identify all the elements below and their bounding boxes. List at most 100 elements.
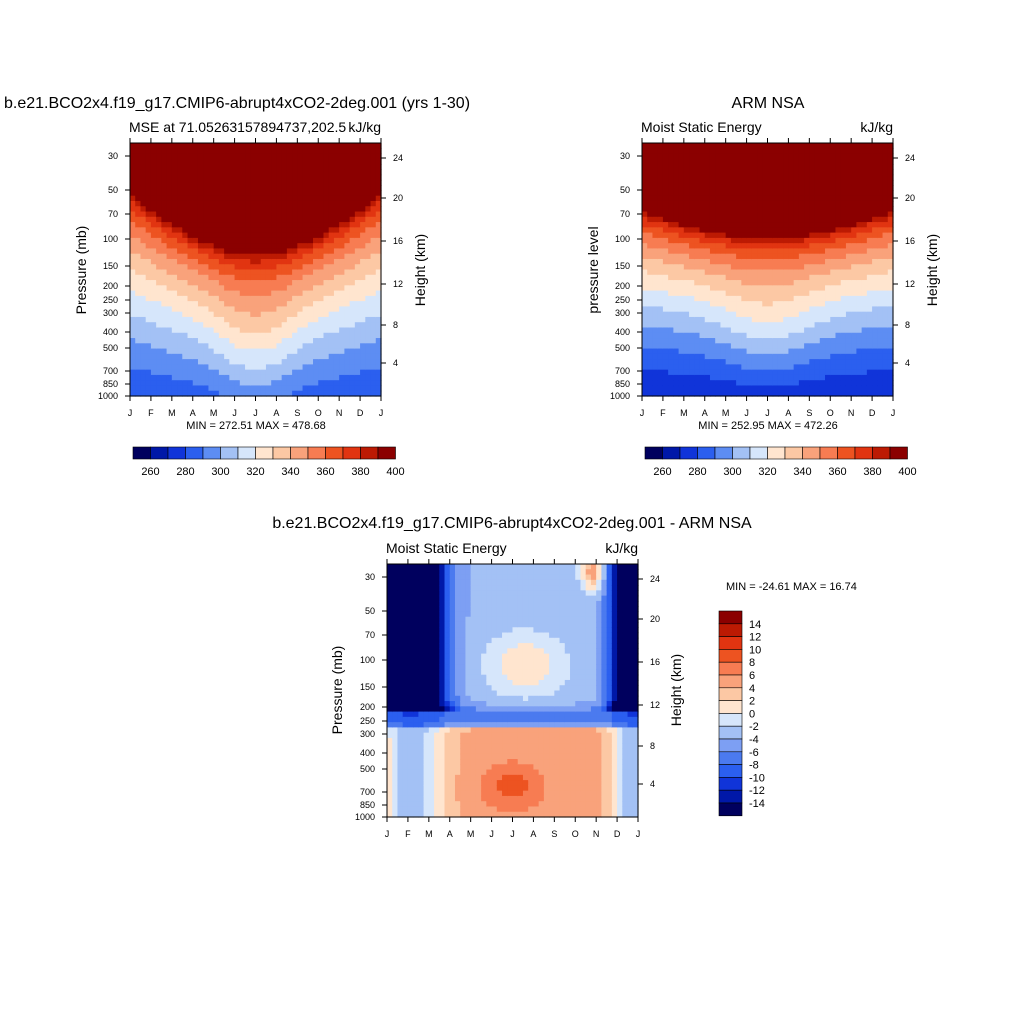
- contour-cell: [887, 369, 894, 376]
- contour-cell: [736, 258, 742, 265]
- contour-cell: [187, 385, 194, 392]
- contour-cell: [339, 153, 345, 160]
- contour-cell: [397, 785, 404, 792]
- contour-cell: [762, 343, 769, 350]
- contour-cell: [851, 169, 857, 176]
- contour-cell: [887, 285, 894, 292]
- contour-cell: [318, 195, 325, 202]
- contour-cell: [177, 211, 183, 218]
- contour-cell: [683, 364, 690, 371]
- contour-cell: [887, 158, 894, 165]
- contour-cell: [652, 258, 659, 265]
- contour-cell: [307, 295, 314, 302]
- contour-cell: [135, 185, 142, 192]
- contour-cell: [307, 185, 314, 192]
- contour-cell: [323, 190, 330, 197]
- contour-cell: [392, 795, 399, 802]
- contour-cell: [704, 179, 711, 186]
- contour-cell: [318, 264, 325, 271]
- contour-cell: [281, 158, 288, 165]
- contour-cell: [783, 200, 790, 207]
- contour-cell: [657, 222, 664, 228]
- contour-cell: [333, 216, 340, 223]
- contour-cell: [699, 332, 706, 339]
- contour-cell: [840, 285, 847, 292]
- contour-cell: [746, 269, 753, 276]
- contour-cell: [699, 237, 706, 244]
- contour-cell: [819, 227, 826, 234]
- contour-cell: [161, 158, 168, 165]
- contour-cell: [804, 253, 810, 260]
- contour-cell: [135, 153, 142, 160]
- contour-cell: [354, 148, 361, 155]
- contour-cell: [887, 343, 894, 350]
- colorbar-box: [342, 446, 361, 460]
- contour-cell: [751, 237, 758, 244]
- contour-cell: [825, 158, 831, 165]
- contour-cell: [171, 280, 178, 286]
- contour-cell: [856, 364, 863, 371]
- contour-cell: [877, 316, 884, 323]
- contour-cell: [203, 338, 210, 344]
- contour-cell: [213, 338, 220, 344]
- contour-cell: [777, 327, 784, 334]
- contour-cell: [177, 164, 183, 170]
- contour-cell: [872, 169, 878, 176]
- contour-cell: [798, 237, 805, 244]
- contour-cell: [798, 338, 805, 344]
- contour-cell: [245, 322, 251, 329]
- contour-cell: [866, 332, 873, 339]
- contour-cell: [642, 285, 648, 292]
- contour-cell: [292, 153, 298, 160]
- contour-cell: [187, 243, 194, 250]
- contour-cell: [856, 353, 863, 360]
- contour-cell: [375, 206, 382, 213]
- contour-cell: [819, 390, 826, 397]
- contour-cell: [365, 237, 372, 244]
- contour-cell: [840, 353, 847, 360]
- contour-cell: [866, 301, 873, 307]
- contour-cell: [830, 227, 837, 234]
- contour-cell: [819, 301, 826, 307]
- contour-cell: [762, 353, 769, 360]
- contour-cell: [192, 380, 199, 387]
- contour-cell: [809, 390, 816, 397]
- contour-cell: [804, 348, 810, 355]
- contour-cell: [767, 258, 774, 265]
- contour-cell: [234, 232, 241, 239]
- contour-cell: [709, 264, 716, 271]
- contour-cell: [840, 264, 847, 271]
- contour-cell: [260, 269, 267, 276]
- contour-cell: [354, 253, 361, 260]
- contour-cell: [736, 211, 742, 218]
- contour-cell: [344, 206, 351, 213]
- contour-cell: [678, 143, 685, 149]
- contour-cell: [783, 158, 790, 165]
- contour-cell: [229, 253, 236, 260]
- contour-cell: [392, 643, 399, 649]
- contour-cell: [307, 195, 314, 202]
- contour-cell: [647, 353, 654, 360]
- contour-cell: [354, 322, 361, 329]
- contour-cell: [339, 237, 345, 244]
- contour-cell: [642, 332, 648, 339]
- contour-cell: [292, 169, 298, 176]
- contour-cell: [397, 790, 404, 797]
- contour-cell: [856, 216, 863, 223]
- contour-cell: [318, 153, 325, 160]
- contour-cell: [657, 290, 664, 297]
- contour-cell: [730, 164, 737, 170]
- contour-cell: [203, 237, 210, 244]
- contour-cell: [856, 195, 863, 202]
- contour-cell: [286, 164, 293, 170]
- contour-cell: [741, 264, 748, 271]
- contour-cell: [265, 359, 272, 365]
- contour-cell: [798, 311, 805, 318]
- contour-cell: [318, 338, 325, 344]
- contour-cell: [746, 322, 753, 329]
- contour-cell: [668, 232, 674, 239]
- contour-cell: [344, 348, 351, 355]
- contour-cell: [809, 227, 816, 234]
- contour-cell: [271, 185, 278, 192]
- contour-cell: [229, 327, 236, 334]
